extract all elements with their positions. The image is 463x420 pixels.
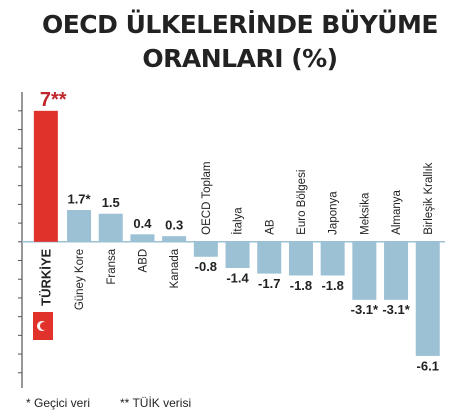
category-label: AB	[264, 219, 276, 235]
value-label: -1.4	[226, 270, 249, 285]
category-label: Japonya	[328, 191, 340, 235]
bar	[352, 241, 377, 300]
flag-crescent	[40, 322, 48, 330]
category-label: Fransa	[106, 248, 118, 284]
chart-title: OECD ÜLKELERİNDE BÜYÜME	[42, 9, 438, 39]
value-label: -1.8	[321, 278, 343, 293]
value-label: -3.1*	[382, 302, 410, 317]
category-label: Birleşik Krallık	[423, 162, 435, 234]
chart-title: ORANLARI (%)	[142, 44, 337, 73]
bar	[288, 241, 313, 276]
value-label: -1.7	[258, 276, 280, 291]
value-label: 0.3	[165, 218, 183, 233]
category-label: Meksika	[359, 192, 371, 235]
category-label: İtalya	[232, 207, 245, 235]
bar	[98, 213, 123, 242]
category-label: ABD	[137, 249, 149, 273]
value-label: -6.1	[417, 358, 439, 373]
bar	[130, 234, 155, 242]
bar	[225, 241, 250, 268]
category-label: Almanya	[391, 189, 403, 234]
value-label: 7**	[40, 89, 67, 111]
category-label: Kanada	[169, 248, 181, 288]
bar	[320, 241, 345, 276]
category-label: OECD Toplam	[201, 162, 213, 235]
category-label: Güney Kore	[74, 249, 86, 310]
bar	[67, 210, 92, 242]
value-label: 0.4	[133, 216, 152, 231]
bar	[162, 236, 187, 242]
value-label: -3.1*	[351, 302, 379, 317]
category-label: Euro Bölgesi	[296, 170, 308, 235]
bar	[257, 241, 282, 274]
value-label: 1.5	[102, 195, 120, 210]
footnote: * Geçici veri	[26, 396, 90, 410]
footnote: ** TÜİK verisi	[120, 396, 191, 410]
bar	[415, 241, 440, 356]
value-label: -1.8	[290, 278, 312, 293]
category-label: TÜRKİYE	[38, 248, 53, 305]
value-label: -0.8	[195, 259, 217, 274]
value-label: 1.7*	[67, 191, 91, 206]
bar	[384, 241, 409, 300]
bar	[33, 110, 58, 242]
bar	[193, 241, 218, 257]
